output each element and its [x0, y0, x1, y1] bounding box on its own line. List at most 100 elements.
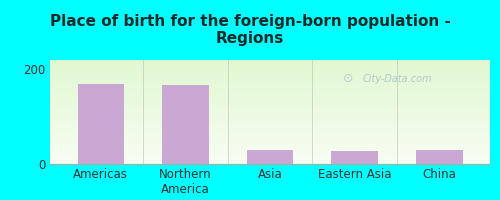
Bar	[50, 72, 490, 74]
Bar	[50, 102, 490, 103]
Bar	[50, 106, 490, 107]
Bar	[50, 108, 490, 109]
Bar	[50, 162, 490, 163]
Bar	[50, 110, 490, 111]
Bar	[50, 65, 490, 66]
Bar	[50, 94, 490, 95]
Bar	[50, 141, 490, 142]
Bar	[50, 131, 490, 132]
Bar	[50, 107, 490, 108]
Bar	[50, 69, 490, 70]
Bar	[50, 104, 490, 105]
Bar	[50, 143, 490, 144]
Bar	[50, 96, 490, 97]
Bar	[50, 61, 490, 62]
Bar	[50, 147, 490, 148]
Bar	[78, 84, 124, 164]
Bar	[50, 67, 490, 68]
Bar	[50, 76, 490, 77]
Bar	[50, 137, 490, 138]
Bar	[50, 124, 490, 126]
Bar	[50, 155, 490, 156]
Bar	[50, 64, 490, 65]
Bar	[50, 139, 490, 140]
Bar	[50, 78, 490, 79]
Bar	[50, 115, 490, 116]
Bar	[50, 114, 490, 115]
Bar	[50, 62, 490, 63]
Bar	[50, 161, 490, 162]
Bar	[50, 89, 490, 90]
Bar	[50, 138, 490, 139]
Bar	[50, 153, 490, 154]
Bar	[50, 103, 490, 104]
Bar	[50, 84, 490, 85]
Bar	[50, 136, 490, 137]
Bar	[50, 127, 490, 128]
Bar	[50, 121, 490, 122]
Bar	[50, 80, 490, 81]
Bar	[246, 150, 294, 164]
Bar	[50, 60, 490, 61]
Bar	[50, 135, 490, 136]
Bar	[50, 120, 490, 121]
Bar	[50, 134, 490, 135]
Bar	[50, 75, 490, 76]
Bar	[50, 122, 490, 123]
Bar	[50, 111, 490, 112]
Bar	[50, 91, 490, 92]
Bar	[416, 150, 463, 164]
Bar	[50, 118, 490, 119]
Bar	[50, 160, 490, 161]
Bar	[50, 71, 490, 72]
Bar	[50, 117, 490, 118]
Bar	[50, 63, 490, 64]
Text: ⊙: ⊙	[342, 72, 353, 85]
Bar	[50, 145, 490, 146]
Bar	[50, 87, 490, 88]
Bar	[50, 150, 490, 152]
Bar	[50, 156, 490, 157]
Bar	[50, 68, 490, 69]
Bar	[50, 158, 490, 159]
Bar	[50, 81, 490, 82]
Bar	[50, 66, 490, 67]
Bar	[50, 129, 490, 130]
Bar	[50, 95, 490, 96]
Bar	[50, 93, 490, 94]
Bar	[50, 128, 490, 129]
Bar	[50, 85, 490, 86]
Bar	[50, 92, 490, 93]
Bar	[162, 85, 208, 164]
Bar	[50, 105, 490, 106]
Bar	[50, 130, 490, 131]
Bar	[50, 116, 490, 117]
Bar	[50, 144, 490, 145]
Bar	[50, 112, 490, 113]
Bar	[50, 149, 490, 150]
Bar	[50, 148, 490, 149]
Bar	[50, 86, 490, 87]
Bar	[50, 82, 490, 83]
Bar	[50, 109, 490, 110]
Bar	[50, 79, 490, 80]
Bar	[50, 97, 490, 98]
Bar	[50, 77, 490, 78]
Bar	[50, 159, 490, 160]
Bar	[50, 146, 490, 147]
Bar	[50, 90, 490, 91]
Bar	[50, 100, 490, 101]
Bar	[332, 151, 378, 164]
Bar	[50, 140, 490, 141]
Bar	[50, 154, 490, 155]
Bar	[50, 101, 490, 102]
Bar	[50, 152, 490, 153]
Bar	[50, 157, 490, 158]
Bar	[50, 123, 490, 124]
Bar	[50, 142, 490, 143]
Bar	[50, 119, 490, 120]
Bar	[50, 88, 490, 89]
Bar	[50, 133, 490, 134]
Text: City-Data.com: City-Data.com	[362, 74, 432, 84]
Bar	[50, 163, 490, 164]
